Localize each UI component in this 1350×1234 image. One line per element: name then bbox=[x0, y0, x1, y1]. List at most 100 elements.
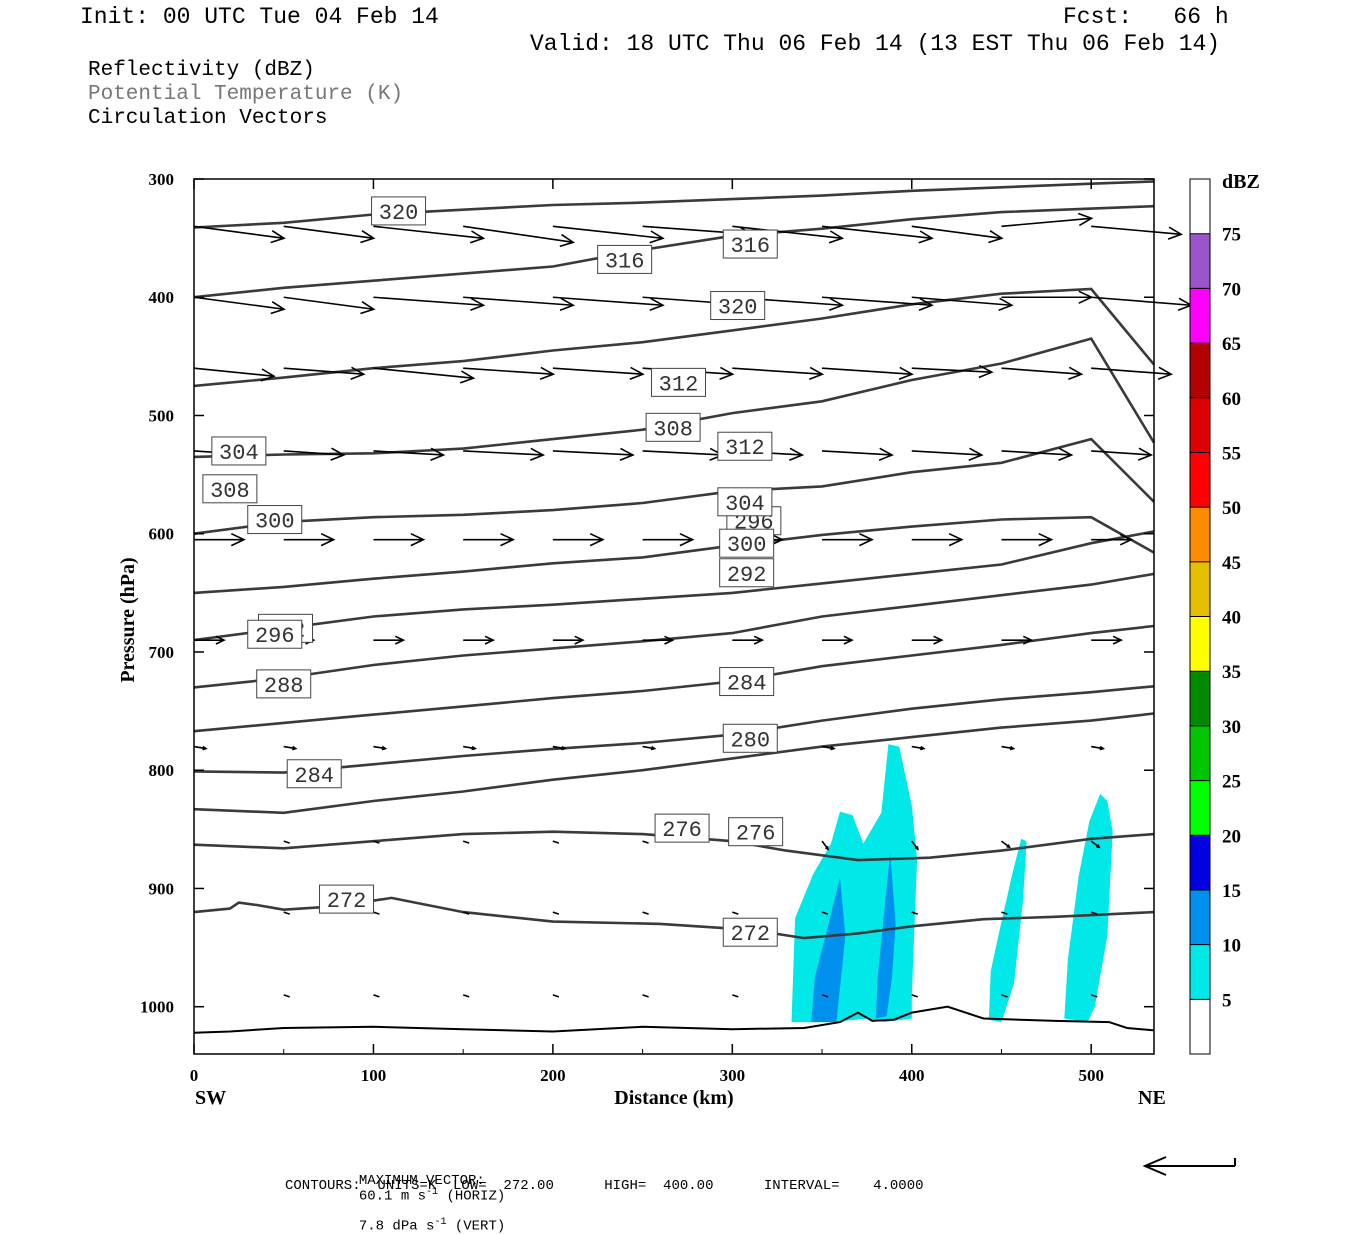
circulation-vector bbox=[462, 994, 470, 998]
circulation-vector bbox=[463, 447, 546, 462]
x-tick-label: 0 bbox=[190, 1066, 199, 1085]
contour-label-text: 304 bbox=[725, 492, 765, 517]
circulation-vector bbox=[283, 532, 336, 547]
colorbar-swatch bbox=[1190, 397, 1210, 453]
circulation-vector bbox=[732, 994, 739, 998]
circulation-vector bbox=[283, 840, 290, 844]
circulation-vector bbox=[642, 840, 649, 844]
contour-label: 304 bbox=[717, 487, 773, 517]
contour-label-text: 312 bbox=[659, 372, 699, 397]
contour-label: 320 bbox=[371, 196, 427, 226]
circulation-vector bbox=[1091, 447, 1154, 461]
contour-label: 308 bbox=[202, 474, 258, 504]
colorbar-swatch bbox=[1190, 780, 1210, 836]
surface-pressure-line bbox=[193, 1005, 1155, 1034]
circulation-vector bbox=[821, 366, 914, 381]
max-vector-label: MAXIMUM VECTOR: bbox=[358, 1173, 485, 1189]
init-time: Init: 00 UTC Tue 04 Feb 14 bbox=[80, 4, 439, 30]
contour-label-text: 308 bbox=[210, 479, 250, 504]
circulation-vector bbox=[552, 994, 560, 998]
circulation-vector bbox=[552, 840, 560, 844]
circulation-vector bbox=[821, 911, 829, 915]
y-tick-label: 500 bbox=[149, 406, 175, 425]
y-tick-label: 1000 bbox=[140, 998, 174, 1017]
circulation-vector bbox=[1001, 745, 1016, 751]
y-tick-label: 700 bbox=[149, 643, 175, 662]
colorbar-swatch bbox=[1190, 179, 1210, 234]
contour-label-text: 320 bbox=[379, 201, 419, 226]
x-tick-label: 200 bbox=[540, 1066, 566, 1085]
colorbar-swatch bbox=[1190, 616, 1210, 672]
forecast-hour: Fcst: 66 h bbox=[1063, 4, 1229, 30]
contour-label: 288 bbox=[256, 669, 312, 699]
circulation-vector bbox=[463, 635, 496, 645]
contour-label-text: 276 bbox=[662, 818, 702, 843]
circulation-vector bbox=[283, 994, 290, 998]
circulation-vector bbox=[552, 366, 645, 381]
colorbar-label: 55 bbox=[1222, 443, 1241, 464]
contour-label: 280 bbox=[722, 723, 778, 753]
contour-label-text: 312 bbox=[725, 436, 765, 461]
cross-section-chart: 2722722762762802842842882922922962963003… bbox=[117, 170, 1260, 1176]
contour-label-text: 316 bbox=[730, 234, 770, 259]
colorbar-swatch bbox=[1190, 725, 1210, 781]
circulation-vector bbox=[194, 635, 226, 645]
y-tick-label: 900 bbox=[149, 879, 175, 898]
max-vector-vert: 7.8 dPa s bbox=[358, 1218, 435, 1234]
colorbar-swatch bbox=[1190, 507, 1210, 562]
contour-info: CONTOURS: UNITS=K LOW= 272.00 HIGH= 400.… bbox=[285, 1178, 924, 1194]
max-vector-vert-tail: (VERT) bbox=[446, 1218, 506, 1234]
circulation-vector bbox=[1001, 635, 1034, 645]
circulation-vector bbox=[1001, 532, 1054, 547]
colorbar-swatch bbox=[1190, 452, 1210, 508]
contour-label: 316 bbox=[722, 229, 778, 259]
circulation-vector bbox=[911, 840, 919, 851]
circulation-vector bbox=[911, 911, 919, 915]
theta-contour-320 bbox=[193, 180, 1155, 229]
circulation-vector bbox=[732, 911, 739, 915]
circulation-vector bbox=[373, 840, 380, 844]
circulation-vector bbox=[463, 296, 576, 312]
contour-label: 276 bbox=[654, 813, 710, 843]
circulation-vector bbox=[821, 745, 836, 751]
circulation-vector bbox=[821, 447, 894, 461]
circulation-vector bbox=[642, 994, 649, 998]
circulation-vector bbox=[552, 635, 585, 645]
y-tick-label: 800 bbox=[149, 761, 175, 780]
circulation-vector bbox=[1091, 366, 1174, 380]
circulation-vector bbox=[911, 225, 1004, 244]
contour-label-text: 304 bbox=[219, 441, 259, 466]
circulation-vector bbox=[1001, 911, 1008, 915]
colorbar-swatch bbox=[1190, 671, 1210, 726]
circulation-vector bbox=[822, 635, 854, 645]
y-axis-label: Pressure (hPa) bbox=[117, 557, 139, 682]
x-tick-label: 400 bbox=[899, 1066, 925, 1085]
circulation-vector bbox=[552, 745, 567, 751]
max-vector-info: MAXIMUM VECTOR: 60.1 m s-1 (HORIZ) 7.8 d… bbox=[342, 1160, 505, 1233]
contour-label-text: 292 bbox=[727, 563, 767, 588]
colorbar-swatch bbox=[1190, 233, 1210, 289]
circulation-vector bbox=[1090, 840, 1101, 849]
circulation-vector bbox=[193, 745, 208, 751]
contour-label-text: 316 bbox=[605, 249, 645, 274]
circulation-vector bbox=[463, 225, 576, 248]
circulation-vector bbox=[821, 994, 829, 998]
circulation-vector bbox=[822, 532, 874, 547]
circulation-vector bbox=[911, 994, 919, 998]
circulation-vector bbox=[552, 911, 560, 915]
y-tick-label: 600 bbox=[149, 525, 175, 544]
circulation-vector bbox=[911, 745, 926, 751]
circulation-vector bbox=[642, 911, 649, 915]
circulation-vector bbox=[463, 532, 516, 547]
circulation-vector bbox=[1001, 366, 1084, 380]
circulation-vector bbox=[373, 225, 486, 244]
contour-label-text: 272 bbox=[327, 889, 367, 914]
circulation-vector bbox=[1091, 745, 1106, 751]
circulation-vector bbox=[552, 225, 665, 244]
y-tick-label: 300 bbox=[149, 170, 175, 189]
max-vector-horiz-sup: -1 bbox=[426, 1187, 439, 1198]
circulation-vector bbox=[194, 532, 246, 547]
x-tick-label: 300 bbox=[720, 1066, 746, 1085]
colorbar-label: 75 bbox=[1222, 225, 1241, 246]
circulation-vector bbox=[642, 532, 695, 547]
